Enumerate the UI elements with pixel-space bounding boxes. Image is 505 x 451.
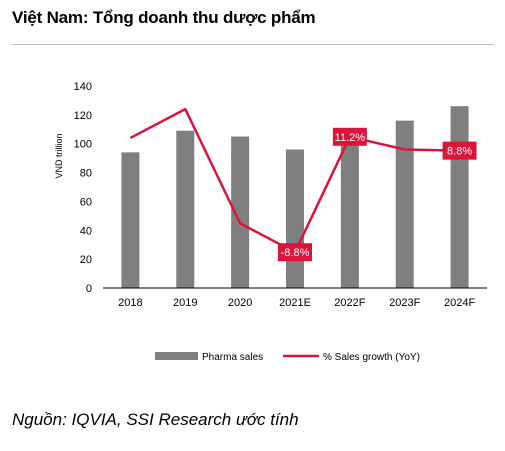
x-tick-label: 2019	[173, 297, 197, 309]
y-tick-label: 120	[74, 110, 92, 122]
data-label: 11.2%	[332, 127, 367, 146]
legend-line-label: % Sales growth (YoY)	[323, 352, 420, 363]
legend-bar-label: Pharma sales	[202, 352, 263, 363]
title-divider	[12, 44, 494, 45]
y-tick-label: 60	[80, 196, 92, 208]
y-tick-label: 40	[80, 225, 92, 237]
source-note: Nguồn: IQVIA, SSI Research ước tính	[12, 410, 299, 429]
data-label-text: 8.8%	[447, 146, 472, 158]
data-label-box	[442, 141, 477, 160]
bar	[340, 133, 359, 288]
bar	[121, 152, 140, 288]
y-axis-title: VND trillion	[54, 133, 64, 178]
x-tick-label: 2020	[228, 297, 252, 309]
y-tick-label: 140	[74, 81, 92, 93]
data-label-box	[332, 127, 367, 146]
y-tick-label: 100	[74, 139, 92, 151]
data-label: -8.8%	[278, 243, 312, 262]
bar	[231, 136, 250, 288]
y-tick-label: 20	[80, 254, 92, 266]
x-tick-label: 2022F	[334, 297, 365, 309]
data-label-box	[278, 243, 312, 262]
bar	[395, 120, 414, 288]
chart-title: Việt Nam: Tổng doanh thu dược phẩm	[12, 8, 316, 27]
data-label: 8.8%	[442, 141, 477, 160]
y-tick-label: 80	[80, 168, 92, 180]
data-label-text: 11.2%	[335, 132, 366, 144]
bar	[286, 149, 304, 288]
x-tick-label: 2021E	[279, 297, 311, 309]
x-tick-label: 2023F	[389, 297, 420, 309]
x-tick-label: 2024F	[444, 297, 475, 309]
legend-bar-swatch	[155, 352, 198, 360]
data-label-text: -8.8%	[281, 247, 310, 259]
x-tick-label: 2018	[118, 297, 142, 309]
y-tick-label: 0	[86, 283, 92, 295]
bar	[176, 130, 195, 288]
chart: 0 20 40 60 80 100 120 140 VND trillion 2018 2019 20…	[54, 81, 487, 363]
bar	[450, 106, 469, 288]
